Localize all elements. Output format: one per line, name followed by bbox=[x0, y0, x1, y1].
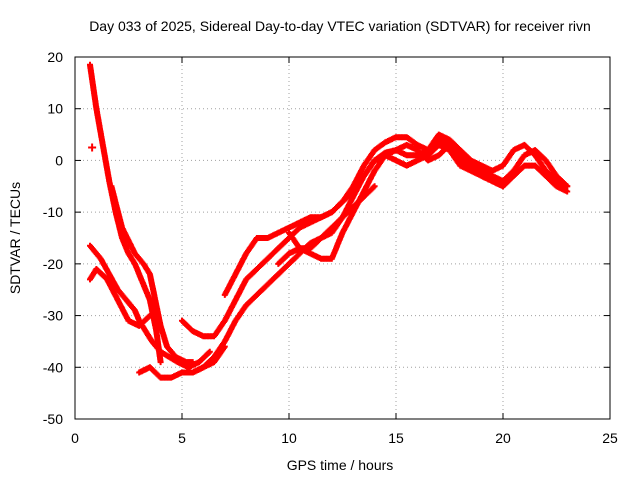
y-tick-label: -20 bbox=[43, 256, 63, 272]
axis-ticks: 0 5 10 15 20 25 -50 -40 -30 -20 -10 0 10 20 bbox=[43, 49, 618, 446]
x-tick-label: 0 bbox=[71, 430, 79, 446]
x-tick-label: 15 bbox=[388, 430, 404, 446]
plot-border bbox=[74, 56, 611, 420]
y-tick-label: 0 bbox=[55, 152, 63, 168]
y-tick-label: -40 bbox=[43, 359, 63, 375]
y-tick-label: 20 bbox=[47, 49, 63, 65]
data-point bbox=[189, 359, 196, 366]
series-outlier bbox=[88, 143, 97, 152]
y-tick-label: -30 bbox=[43, 308, 63, 324]
data-point bbox=[564, 183, 571, 190]
data-point bbox=[500, 183, 506, 190]
data-point bbox=[371, 183, 378, 190]
x-axis-label: GPS time / hours bbox=[287, 457, 394, 473]
series-track-c bbox=[87, 242, 213, 371]
chart-title: Day 033 of 2025, Sidereal Day-to-day VTE… bbox=[89, 18, 591, 34]
data-point bbox=[157, 359, 164, 366]
x-tick-label: 20 bbox=[495, 430, 511, 446]
data-point bbox=[564, 188, 571, 195]
series-track-j bbox=[286, 183, 378, 252]
data-point bbox=[206, 348, 213, 355]
x-tick-label: 10 bbox=[281, 430, 297, 446]
data-points bbox=[87, 61, 571, 381]
series-track-d bbox=[108, 183, 196, 366]
series-track-i bbox=[275, 141, 506, 267]
series-track-a bbox=[87, 61, 164, 366]
y-tick-label: -50 bbox=[43, 411, 63, 427]
y-tick-label: 10 bbox=[47, 101, 63, 117]
data-point bbox=[88, 143, 97, 152]
x-tick-label: 5 bbox=[178, 430, 186, 446]
y-axis-label: SDTVAR / TECUs bbox=[7, 182, 23, 294]
series-track-b bbox=[87, 266, 158, 329]
x-tick-label: 25 bbox=[602, 430, 618, 446]
y-tick-label: -10 bbox=[43, 204, 63, 220]
